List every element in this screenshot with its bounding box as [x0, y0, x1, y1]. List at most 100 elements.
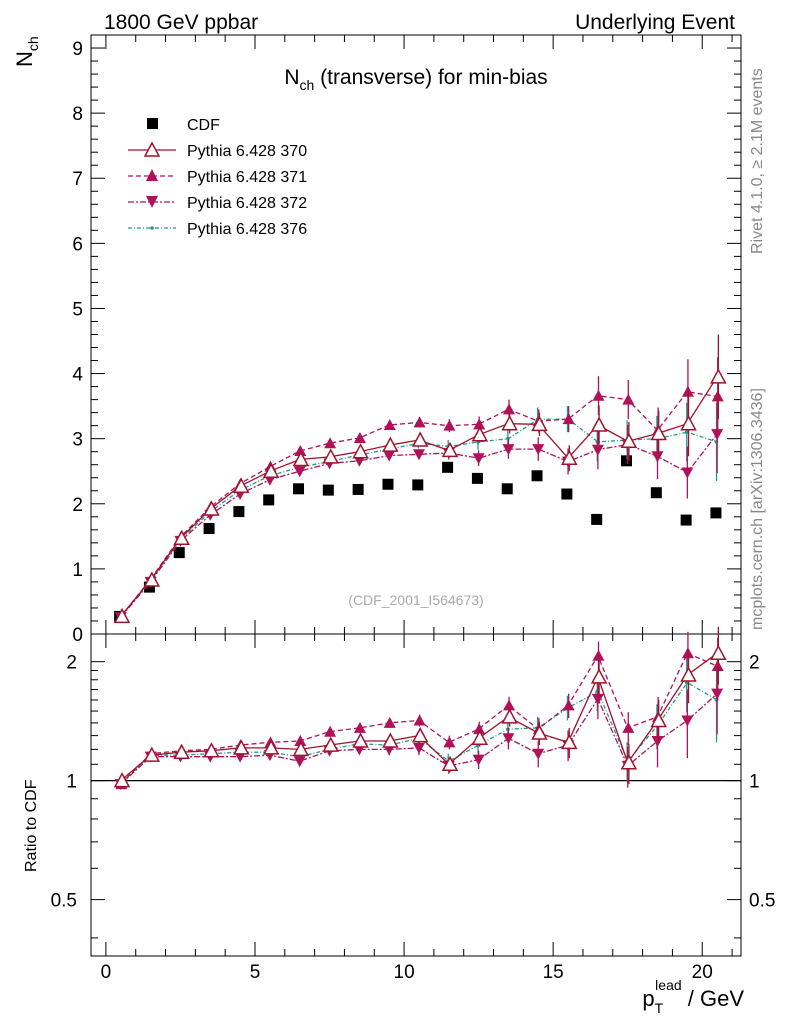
main-y-tick-label: 9 — [72, 39, 83, 60]
ratio-point-p370 — [322, 736, 339, 752]
main-point-cdf — [143, 581, 155, 593]
main-point-cdf — [382, 478, 394, 490]
ratio-point-p372 — [532, 748, 545, 760]
ratio-point-p370 — [352, 732, 369, 748]
main-point-p370 — [411, 431, 429, 447]
main-point-cdf — [620, 455, 632, 467]
main-point-cdf — [591, 513, 603, 525]
ratio-point-p370 — [292, 740, 310, 757]
main-point-p372 — [412, 449, 425, 461]
main-point-p371 — [294, 445, 307, 457]
x-tick-label: 0 — [101, 962, 112, 983]
main-point-p370 — [203, 500, 220, 516]
main-plot-title: Nch (transverse) for min-bias — [284, 66, 547, 93]
main-point-p371 — [622, 393, 635, 405]
main-point-p370 — [501, 415, 518, 431]
legend-marker-p376 — [150, 226, 154, 230]
ratio-y-tick-label: 1 — [66, 772, 77, 793]
main-point-p370 — [680, 415, 697, 431]
legend-label-p372: Pythia 6.428 372 — [187, 195, 307, 212]
analysis-watermark: (CDF_2001_I564673) — [348, 592, 483, 608]
ratio-point-p370 — [710, 644, 727, 661]
ratio-y-tick-label: 2 — [66, 653, 77, 674]
ratio-point-p370 — [143, 746, 161, 762]
legend-label-p370: Pythia 6.428 370 — [187, 143, 307, 160]
legend: CDF Pythia 6.428 370 Pythia 6.428 371 Py… — [128, 117, 307, 238]
ratio-line-p372 — [120, 693, 718, 785]
main-y-tick-label: 7 — [72, 169, 83, 190]
main-point-p372 — [681, 467, 694, 479]
legend-label-p371: Pythia 6.428 371 — [187, 169, 307, 186]
main-point-cdf — [561, 488, 573, 500]
main-point-cdf — [293, 483, 305, 495]
main-point-p371 — [324, 437, 337, 449]
main-point-cdf — [352, 483, 364, 495]
main-y-tick-label: 8 — [72, 104, 83, 125]
ratio-point-p370 — [680, 666, 697, 682]
ratio-point-p371 — [294, 734, 307, 746]
main-y-tick-label: 1 — [72, 560, 83, 581]
main-point-p371 — [383, 419, 396, 431]
ratio-point-p372 — [502, 733, 515, 745]
legend-marker-p371 — [146, 169, 158, 181]
main-point-p370 — [233, 477, 250, 493]
main-point-p370 — [650, 424, 667, 441]
main-series — [113, 334, 727, 624]
ratio-y-tick-label: 0.5 — [51, 891, 77, 912]
main-point-cdf — [203, 523, 215, 535]
main-point-cdf — [471, 472, 483, 484]
main-point-cdf — [650, 487, 662, 499]
ratio-point-p370 — [531, 724, 548, 740]
legend-entry-p370: Pythia 6.428 370 — [128, 141, 307, 160]
ratio-point-p370 — [650, 711, 667, 728]
ratio-point-p370 — [233, 739, 250, 755]
main-series-p370 — [113, 334, 727, 624]
legend-marker-p370 — [143, 141, 161, 157]
main-point-p372 — [502, 444, 515, 456]
ratio-point-p370 — [561, 733, 578, 750]
header-right: Underlying Event — [575, 11, 735, 34]
ratio-point-p370 — [590, 668, 608, 684]
ratio-point-p371 — [503, 699, 516, 711]
main-point-p370 — [620, 432, 638, 449]
legend-label-cdf: CDF — [187, 117, 220, 134]
header-left: 1800 GeV ppbar — [104, 11, 258, 34]
main-point-cdf — [412, 479, 424, 491]
x-axis-label: pTlead / GeV — [642, 977, 744, 1016]
main-point-cdf — [233, 506, 245, 518]
main-point-p372 — [353, 455, 366, 467]
ratio-point-p370 — [411, 727, 429, 743]
main-point-cdf — [501, 483, 513, 495]
main-point-cdf — [442, 461, 454, 473]
main-point-p372 — [591, 444, 604, 456]
main-point-cdf — [680, 514, 692, 526]
ratio-point-p371 — [324, 725, 337, 737]
main-point-cdf — [531, 470, 543, 482]
ratio-line-p376 — [120, 681, 718, 783]
main-point-p370 — [710, 368, 727, 384]
main-point-p370 — [441, 441, 459, 458]
legend-marker-cdf — [147, 118, 158, 129]
ratio-point-p370 — [471, 729, 489, 746]
main-point-p371 — [413, 416, 426, 428]
main-point-p370 — [590, 416, 608, 432]
main-point-p371 — [473, 418, 486, 430]
ratio-point-p372 — [681, 715, 694, 727]
main-point-p370 — [561, 449, 578, 465]
main-point-p371 — [562, 413, 575, 425]
legend-entry-p372: Pythia 6.428 372 — [128, 195, 307, 212]
legend-marker-p372 — [146, 196, 158, 208]
x-tick-label: 10 — [394, 962, 415, 983]
x-tick-label: 15 — [543, 962, 564, 983]
main-point-p372 — [383, 450, 396, 462]
ratio-point-p372 — [412, 742, 425, 754]
main-point-cdf — [710, 507, 722, 519]
main-point-p372 — [293, 466, 306, 478]
main-point-p371 — [503, 403, 516, 415]
main-point-p376 — [684, 430, 689, 434]
ratio-axes: 0 5 10 15 20 0.5 0.5 1 1 2 2 — [51, 634, 775, 983]
ratio-y-axis-label: Ratio to CDF — [23, 779, 40, 872]
ratio-point-p371 — [473, 723, 486, 735]
main-point-p370 — [382, 436, 399, 452]
